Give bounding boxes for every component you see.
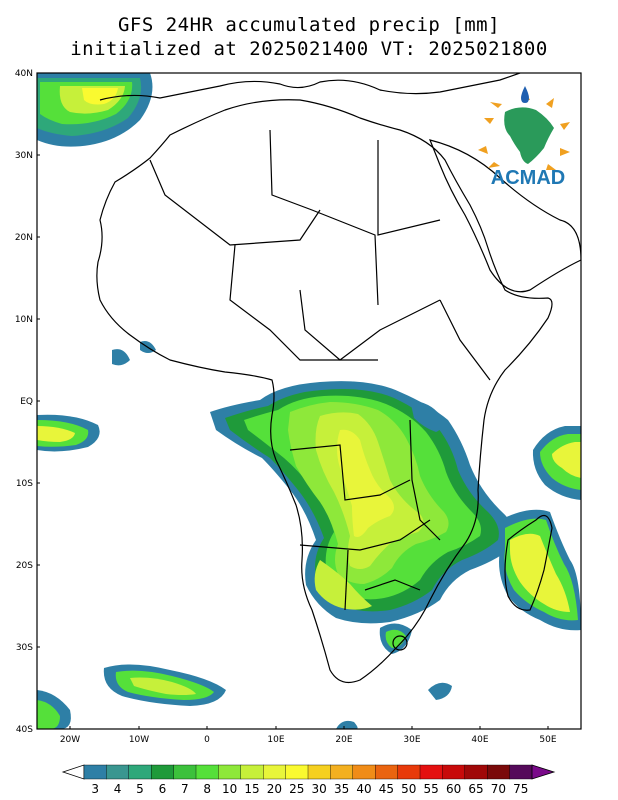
lat-label-20s: 20S [16, 561, 33, 571]
colorbar-tick-labels: 3 4 5 6 7 8 10 15 20 25 30 35 40 45 50 55 60 65 70 75 [91, 782, 528, 796]
colorbar-tick-label: 15 [244, 782, 259, 796]
colorbar-cell [173, 764, 197, 780]
colorbar-tick-label: 25 [289, 782, 304, 796]
latitude-axis [37, 72, 40, 730]
precip-madagascar [499, 509, 581, 631]
colorbar-cell [464, 764, 488, 780]
colorbar-cell [240, 764, 264, 780]
colorbar-cell [195, 764, 219, 780]
colorbar-cells [83, 764, 533, 780]
map-panel [36, 72, 582, 730]
colorbar: 3 4 5 6 7 8 10 15 20 25 30 35 40 45 50 55 60 65 70 75 [61, 764, 556, 796]
water-drop-icon [521, 86, 529, 103]
colorbar-cell [397, 764, 421, 780]
lon-label-10e: 10E [267, 735, 284, 745]
coastlines-and-borders [96, 73, 581, 683]
lat-label-30n: 30N [15, 151, 33, 161]
precip-central-africa [210, 381, 516, 624]
map-title-line2: initialized at 2025021400 VT: 2025021800 [70, 38, 548, 60]
colorbar-cell [419, 764, 443, 780]
lon-label-30e: 30E [403, 735, 420, 745]
colorbar-tick-label: 8 [203, 782, 211, 796]
colorbar-cell [487, 764, 511, 780]
precip-indian-ocean-east [532, 426, 581, 500]
lon-label-40e: 40E [471, 735, 488, 745]
colorbar-tick-label: 45 [379, 782, 394, 796]
acmad-logo-text: ACMAD [491, 167, 565, 189]
colorbar-tick-label: 5 [136, 782, 144, 796]
colorbar-tick-label: 3 [91, 782, 99, 796]
lat-label-40s: 40S [16, 725, 33, 735]
colorbar-cell [307, 764, 331, 780]
lon-label-10w: 10W [129, 735, 149, 745]
colorbar-cell [150, 764, 175, 780]
longitude-axis [69, 726, 549, 729]
latitude-labels: 40N 30N 20N 10N EQ 10S 20S 30S 40S [15, 69, 33, 735]
acmad-logo: ACMAD [478, 86, 570, 189]
colorbar-cell [106, 764, 130, 780]
colorbar-cell [83, 764, 107, 780]
colorbar-tick-label: 55 [424, 782, 439, 796]
lon-label-20e: 20E [335, 735, 352, 745]
lat-label-40n: 40N [15, 69, 33, 79]
map-title-line1: GFS 24HR accumulated precip [mm] [117, 14, 501, 36]
colorbar-cell [442, 764, 466, 780]
colorbar-cell [375, 764, 399, 780]
precip-atlantic-west [37, 414, 100, 452]
lon-label-20w: 20W [60, 735, 80, 745]
lon-label-0: 0 [204, 735, 210, 745]
colorbar-tick-label: 60 [446, 782, 461, 796]
colorbar-tick-label: 10 [222, 782, 237, 796]
precip-fields [37, 73, 581, 729]
lat-label-eq: EQ [20, 397, 33, 407]
colorbar-tick-label: 75 [513, 782, 528, 796]
lat-label-10n: 10N [15, 315, 33, 325]
colorbar-tick-label: 50 [401, 782, 416, 796]
lat-label-30s: 30S [16, 643, 33, 653]
colorbar-cell [128, 764, 152, 780]
precip-northwest [37, 73, 153, 147]
colorbar-cell [509, 764, 533, 780]
lat-label-10s: 10S [16, 479, 33, 489]
longitude-labels: 20W 10W 0 10E 20E 30E 40E 50E [60, 735, 557, 745]
colorbar-cell [218, 764, 242, 780]
colorbar-tick-label: 35 [334, 782, 349, 796]
colorbar-cell [263, 764, 287, 780]
colorbar-tick-label: 70 [491, 782, 506, 796]
lon-label-50e: 50E [539, 735, 556, 745]
colorbar-tick-label: 4 [114, 782, 122, 796]
colorbar-tick-label: 6 [159, 782, 167, 796]
precip-southwest [37, 664, 452, 729]
colorbar-tick-label: 30 [312, 782, 327, 796]
africa-continent-icon [504, 107, 554, 164]
colorbar-cell [285, 764, 309, 780]
colorbar-tick-label: 65 [468, 782, 483, 796]
colorbar-cell [330, 764, 354, 780]
colorbar-overflow-arrow [531, 764, 556, 780]
lat-label-20n: 20N [15, 233, 33, 243]
colorbar-tick-label: 40 [356, 782, 371, 796]
colorbar-cell [352, 764, 376, 780]
colorbar-tick-label: 20 [267, 782, 282, 796]
colorbar-tick-label: 7 [181, 782, 189, 796]
colorbar-underflow-arrow [61, 764, 85, 780]
